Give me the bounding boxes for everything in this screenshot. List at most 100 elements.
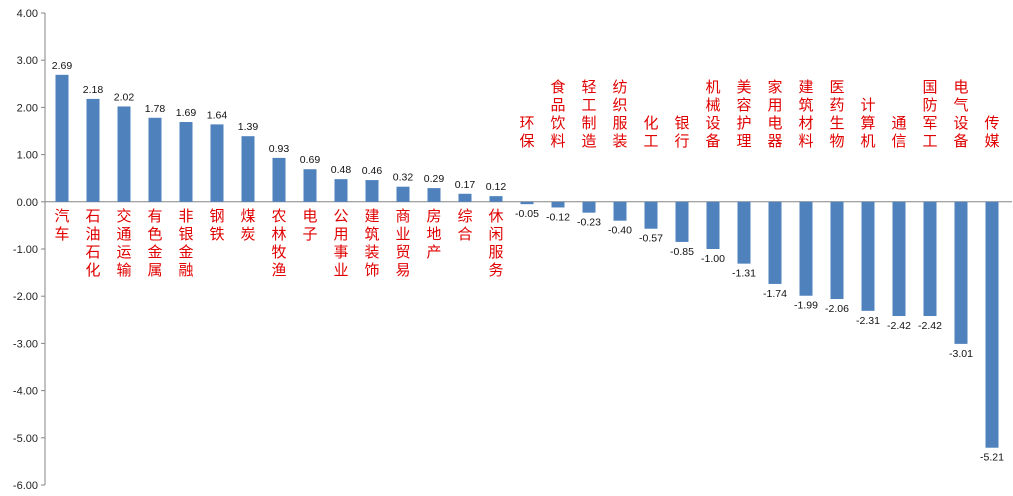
category-label: 房地产 [426, 207, 441, 261]
category-label: 煤炭 [240, 207, 255, 243]
data-label: -0.05 [515, 208, 539, 220]
bar [737, 201, 751, 264]
data-label: 2.02 [114, 91, 135, 103]
y-tick-label: 2.00 [17, 102, 38, 114]
y-tick-label: -4.00 [13, 386, 38, 398]
category-label: 石油石化 [85, 207, 100, 279]
category-label: 汽车 [54, 207, 69, 243]
category-label: 化工 [643, 114, 658, 150]
bar [706, 201, 720, 249]
category-label: 通信 [891, 114, 906, 150]
bar [458, 193, 472, 202]
data-label: -1.74 [763, 288, 787, 300]
category-label: 食品饮料 [550, 78, 565, 150]
y-tick-label: -5.00 [13, 433, 38, 445]
y-tick-label: 0.00 [17, 197, 38, 209]
bar [520, 201, 534, 205]
category-label: 计算机 [860, 96, 875, 150]
category-label: 商业贸易 [395, 207, 410, 279]
data-label: -3.01 [949, 348, 973, 360]
data-label: 0.32 [393, 172, 414, 184]
bar [892, 201, 906, 317]
bar [830, 201, 844, 300]
category-label: 传媒 [984, 114, 999, 150]
data-label: -2.42 [918, 320, 942, 332]
bar [954, 201, 968, 344]
data-label: -2.42 [887, 320, 911, 332]
data-label: 1.39 [238, 121, 259, 133]
bar [427, 188, 441, 202]
bar [985, 201, 999, 448]
bar [241, 136, 255, 202]
data-label: 0.69 [300, 154, 321, 166]
data-label: 0.46 [362, 165, 383, 177]
data-label: -1.31 [732, 268, 756, 280]
data-label: 2.69 [52, 60, 73, 72]
data-label: 1.78 [145, 103, 166, 115]
bar [582, 201, 596, 213]
data-label: -2.06 [825, 303, 849, 315]
bar [923, 201, 937, 317]
category-label: 休闲服务 [488, 207, 503, 279]
data-label: -0.40 [608, 225, 632, 237]
data-label: 0.12 [486, 181, 507, 193]
y-tick-label: -6.00 [13, 480, 38, 492]
category-label: 建筑材料 [798, 78, 813, 150]
category-label: 钢铁 [209, 207, 224, 243]
bar [272, 157, 286, 202]
y-tick-label: -1.00 [13, 244, 38, 256]
bar [117, 106, 131, 202]
category-label: 综合 [457, 207, 472, 243]
data-label: 2.18 [83, 84, 104, 96]
data-label: 0.48 [331, 164, 352, 176]
data-label: -5.21 [980, 452, 1004, 464]
data-label: -0.85 [670, 246, 694, 258]
category-label: 机械设备 [705, 78, 720, 150]
bar [613, 201, 627, 221]
data-label: -0.12 [546, 211, 570, 223]
y-tick-label: 3.00 [17, 55, 38, 67]
bar [334, 179, 348, 202]
bar [179, 122, 193, 202]
bar [148, 117, 162, 202]
category-label: 银行 [674, 114, 689, 150]
category-label: 有色金属 [147, 207, 162, 279]
category-label: 电气设备 [953, 78, 968, 150]
bar [210, 124, 224, 202]
category-label: 交通运输 [116, 207, 131, 279]
category-label: 环保 [519, 114, 534, 150]
y-tick-label: -2.00 [13, 291, 38, 303]
category-label: 建筑装饰 [364, 207, 379, 279]
category-label: 非银金融 [178, 207, 193, 279]
data-label: 1.69 [176, 107, 197, 119]
data-label: 0.29 [424, 173, 445, 185]
category-label: 农林牧渔 [271, 207, 286, 279]
data-label: -1.00 [701, 253, 725, 265]
bar [768, 201, 782, 284]
data-label: 1.64 [207, 109, 228, 121]
category-label: 医药生物 [829, 78, 844, 150]
category-label: 轻工制造 [581, 78, 596, 150]
bar [861, 201, 875, 311]
y-tick-label: 1.00 [17, 150, 38, 162]
category-label: 美容护理 [736, 78, 751, 150]
data-label: -0.57 [639, 233, 663, 245]
category-label: 电子 [302, 207, 317, 243]
category-label: 纺织服装 [612, 78, 627, 150]
bar [799, 201, 813, 296]
category-label: 家用电器 [767, 78, 782, 150]
data-label: 0.93 [269, 143, 290, 155]
data-label: -2.31 [856, 315, 880, 327]
bar [86, 98, 100, 202]
data-label: 0.17 [455, 179, 476, 191]
bar [55, 74, 69, 202]
bar [396, 186, 410, 202]
bar [551, 201, 565, 208]
bar [303, 169, 317, 202]
category-label: 公用事业 [333, 207, 348, 279]
y-tick-label: 4.00 [17, 8, 38, 20]
y-tick-label: -3.00 [13, 338, 38, 350]
data-label: -0.23 [577, 217, 601, 229]
bar [675, 201, 689, 242]
